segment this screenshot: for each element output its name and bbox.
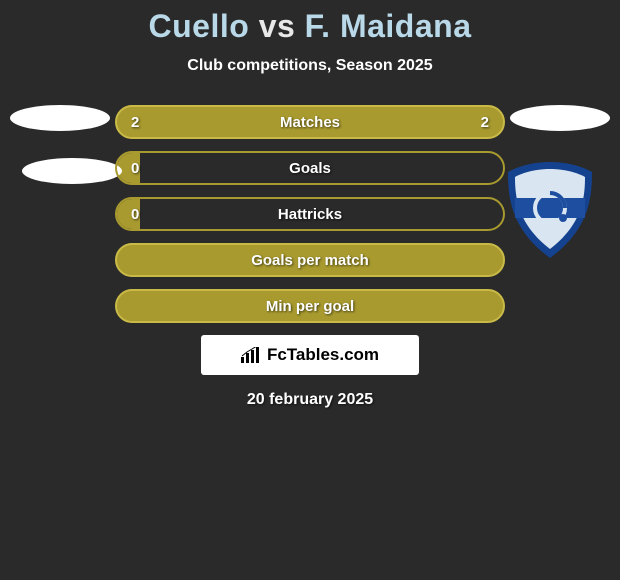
matches-left-value: 2 — [131, 114, 139, 131]
stats-area: 2 Matches 2 0 Goals 0 Hattricks Goals pe… — [0, 105, 620, 323]
branding-badge: FcTables.com — [201, 335, 419, 375]
stat-row-goals-per-match: Goals per match — [115, 243, 505, 277]
stat-row-matches: 2 Matches 2 — [115, 105, 505, 139]
comparison-title: Cuello vs F. Maidana — [0, 8, 620, 45]
bar-chart-icon — [241, 347, 261, 363]
gpm-label: Goals per match — [251, 252, 369, 269]
stat-row-hattricks: 0 Hattricks — [115, 197, 505, 231]
stat-row-goals: 0 Goals — [115, 151, 505, 185]
vs-text: vs — [259, 8, 296, 44]
player2-name: F. Maidana — [305, 8, 472, 44]
subtitle: Club competitions, Season 2025 — [0, 57, 620, 75]
hattricks-label: Hattricks — [278, 206, 342, 223]
mpg-label: Min per goal — [266, 298, 354, 315]
date-label: 20 february 2025 — [0, 391, 620, 409]
player1-name: Cuello — [149, 8, 250, 44]
placeholder-badge-right — [510, 105, 610, 131]
stat-row-min-per-goal: Min per goal — [115, 289, 505, 323]
goals-left-value: 0 — [131, 160, 139, 177]
matches-label: Matches — [280, 114, 340, 131]
club-crest-icon — [500, 160, 600, 260]
matches-right-value: 2 — [481, 114, 489, 131]
placeholder-badge-left-1 — [10, 105, 110, 131]
branding-text: FcTables.com — [267, 345, 379, 365]
goals-label: Goals — [289, 160, 331, 177]
placeholder-badge-left-2 — [22, 158, 122, 184]
hattricks-left-value: 0 — [131, 206, 139, 223]
